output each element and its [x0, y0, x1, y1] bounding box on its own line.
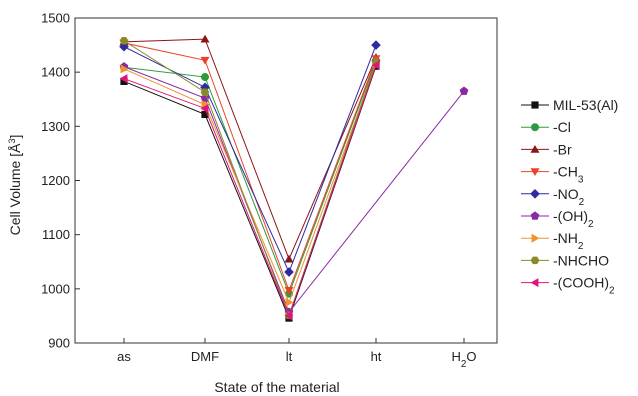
series-2	[120, 56, 380, 298]
legend-marker	[530, 123, 539, 132]
series-line	[123, 66, 465, 314]
legend-item: -NH2	[521, 230, 584, 252]
series-8	[119, 36, 381, 320]
legend-label: -Br	[553, 141, 572, 157]
data-point	[119, 36, 129, 45]
series-line	[123, 60, 377, 296]
legend-label: -(OH)2	[553, 208, 594, 230]
y-tick-label: 1400	[41, 65, 70, 80]
data-point	[284, 287, 294, 295]
legend-label: -NHCHO	[553, 252, 609, 268]
data-point	[200, 34, 210, 43]
legend-label: -NO2	[553, 186, 585, 208]
x-tick-label: as	[117, 349, 131, 364]
legend-item: MIL-53(Al)	[521, 97, 618, 113]
y-tick-label: 1500	[41, 11, 70, 26]
legend-item: -Br	[521, 141, 572, 157]
data-point	[284, 254, 294, 263]
series-9	[119, 60, 380, 321]
axes: 900 1000 1100 1200 1300 1400 1500 as DMF lt ht H2O	[41, 11, 498, 370]
legend-marker	[531, 233, 540, 243]
legend-item: -CH3	[521, 164, 584, 186]
y-tick-label: 1000	[41, 281, 70, 296]
legend-marker	[530, 278, 539, 288]
data-point	[284, 267, 294, 277]
legend-marker	[530, 168, 540, 177]
legend-label: -Cl	[553, 119, 571, 135]
x-tick-label: ht	[371, 349, 382, 364]
data-point	[201, 73, 210, 82]
legend-marker	[530, 256, 540, 265]
series-3	[119, 34, 381, 263]
y-tick-label: 1200	[41, 173, 70, 188]
y-tick-label: 1100	[42, 227, 70, 242]
legend-item: -NO2	[521, 186, 585, 208]
data-point	[285, 297, 294, 307]
data-point	[459, 86, 469, 95]
legend-label: -CH3	[553, 164, 584, 186]
x-tick-label: DMF	[191, 349, 219, 364]
series-line	[123, 64, 377, 318]
data-point	[201, 110, 209, 119]
legend-marker	[530, 188, 540, 199]
data-point	[371, 60, 380, 70]
data-point	[119, 41, 129, 52]
legend-marker	[530, 144, 540, 153]
legend-item: -(OH)2	[521, 208, 594, 230]
y-tick-label: 900	[48, 336, 70, 351]
data-point	[200, 103, 209, 113]
legend-marker	[531, 101, 539, 109]
x-tick-label: lt	[286, 349, 293, 364]
data-point	[120, 64, 129, 74]
legend-label: -NH2	[553, 230, 584, 252]
x-tick-label: H2O	[451, 349, 476, 370]
legend: MIL-53(Al) -Cl -Br -CH3-NO2-(OH)2-NH2-NHCHO…	[521, 97, 618, 296]
plot-area	[119, 34, 469, 322]
series-line	[123, 42, 377, 292]
legend-item: -(COOH)2	[521, 275, 615, 297]
series-line	[123, 66, 377, 320]
legend-item: -NHCHO	[521, 252, 609, 268]
data-point	[200, 88, 210, 96]
x-axis-title: State of the material	[214, 379, 339, 395]
data-point	[200, 56, 210, 65]
y-axis-title: Cell Volume [Å3]	[7, 135, 23, 236]
legend-label: -(COOH)2	[553, 275, 615, 297]
legend-marker	[530, 211, 540, 220]
legend-label: MIL-53(Al)	[553, 97, 618, 113]
data-point	[119, 74, 128, 84]
y-tick-label: 1300	[41, 119, 70, 134]
data-point	[284, 311, 293, 321]
legend-item: -Cl	[521, 119, 571, 135]
series-line	[123, 40, 377, 317]
data-point	[371, 40, 381, 50]
